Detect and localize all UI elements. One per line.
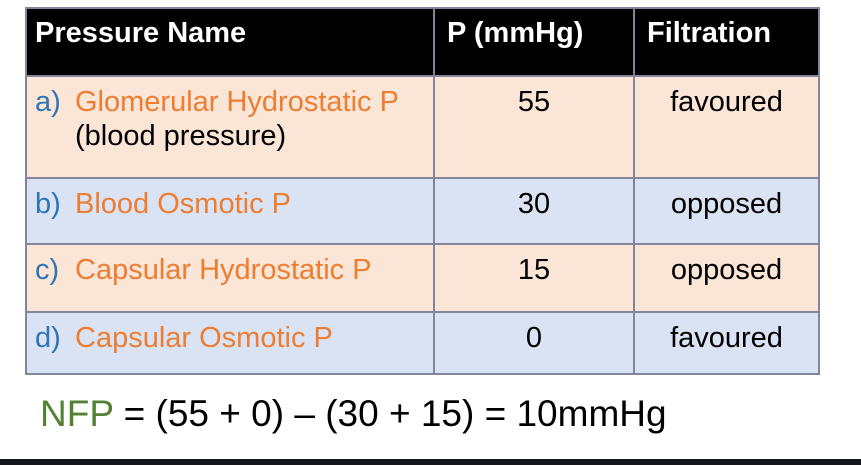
table-row-b: b) Blood Osmotic P 30 opposed [25,177,820,245]
pressure-value-cell: 30 [433,177,635,245]
pressure-value-cell: 15 [433,243,635,313]
pressure-note-text: (blood pressure) [75,120,287,152]
table-row-d: d) Capsular Osmotic P 0 favoured [25,311,820,375]
pressure-name-cell: b) Blood Osmotic P [25,177,435,245]
pressure-table: Pressure Name P (mmHg) Filtration a) Glo… [25,7,820,375]
pressure-name-text: Blood Osmotic P [75,188,291,220]
table-row-a: a) Glomerular Hydrostatic P (blood press… [25,75,820,179]
row-letter: c) [35,254,60,286]
pressure-name-cell: a) Glomerular Hydrostatic P (blood press… [25,75,435,179]
pressure-name-text: Capsular Hydrostatic P [75,254,372,286]
row-letter: a) [35,86,61,118]
pressure-value-cell: 0 [433,311,635,375]
nfp-expression: = (55 + 0) – (30 + 15) = 10mmHg [113,393,667,434]
filtration-cell: favoured [633,75,820,179]
table-header-row: Pressure Name P (mmHg) Filtration [25,7,820,77]
filtration-cell: opposed [633,177,820,245]
pressure-name-text: Glomerular Hydrostatic P [75,86,399,118]
nfp-formula: NFP = (55 + 0) – (30 + 15) = 10mmHg [40,392,667,436]
col-header-filtration: Filtration [633,7,820,77]
bottom-divider-line [0,459,861,465]
pressure-name-text: Capsular Osmotic P [75,322,333,354]
table-row-c: c) Capsular Hydrostatic P 15 opposed [25,243,820,313]
nfp-label: NFP [40,393,114,434]
pressure-name-cell: c) Capsular Hydrostatic P [25,243,435,313]
row-letter: d) [35,322,61,354]
row-letter: b) [35,188,61,220]
col-header-pressure-mmhg: P (mmHg) [433,7,635,77]
col-header-pressure-name: Pressure Name [25,7,435,77]
filtration-cell: opposed [633,243,820,313]
filtration-cell: favoured [633,311,820,375]
pressure-name-cell: d) Capsular Osmotic P [25,311,435,375]
pressure-value-cell: 55 [433,75,635,179]
